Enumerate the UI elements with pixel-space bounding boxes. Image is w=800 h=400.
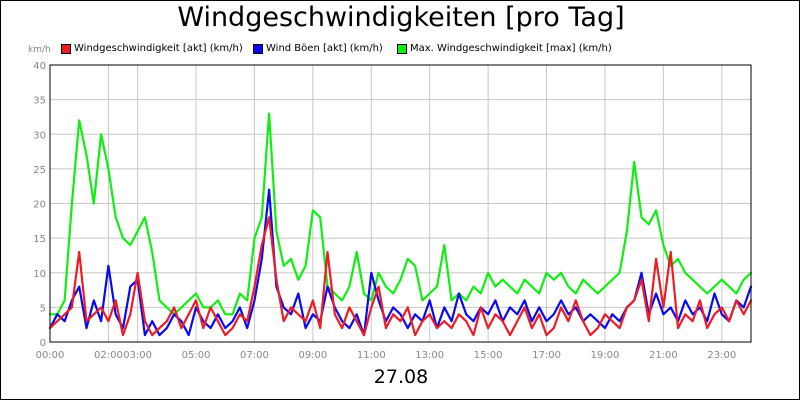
chart-title: Windgeschwindigkeiten [pro Tag]: [177, 2, 625, 33]
x-tick-label: 00:00: [36, 350, 65, 361]
y-tick-label: 15: [33, 234, 46, 245]
y-tick-label: 40: [33, 61, 46, 72]
legend-label-max-wind: Max. Windgeschwindigkeit [max] (km/h): [410, 43, 612, 54]
legend-swatch-red: [61, 43, 71, 54]
y-tick-label: 25: [33, 165, 46, 176]
x-tick-label: 02:00: [94, 350, 123, 361]
x-tick-label: 21:00: [649, 350, 678, 361]
x-tick-label: 11:00: [357, 350, 386, 361]
x-tick-label: 09:00: [298, 350, 327, 361]
y-tick-label: 0: [40, 338, 46, 349]
legend-item-gusts: Wind Böen [akt] (km/h): [253, 38, 383, 54]
y-tick-label: 20: [33, 200, 46, 211]
x-tick-label: 17:00: [532, 350, 561, 361]
x-tick-label: 05:00: [182, 350, 211, 361]
y-tick-label: 35: [33, 96, 46, 107]
y-tick-label: 30: [33, 130, 46, 141]
x-tick-label: 23:00: [707, 350, 736, 361]
series-line-max-wind: [48, 112, 753, 316]
x-tick-label: 19:00: [591, 350, 620, 361]
y-tick-label: 5: [40, 303, 46, 314]
x-tick-label: 07:00: [240, 350, 269, 361]
legend-label-wind-speed: Windgeschwindigkeit [akt] (km/h): [74, 43, 243, 54]
legend-item-wind-speed: Windgeschwindigkeit [akt] (km/h): [61, 38, 243, 54]
legend-swatch-green: [397, 43, 407, 54]
x-tick-label: 03:00: [123, 350, 152, 361]
legend-item-max-wind: Max. Windgeschwindigkeit [max] (km/h): [397, 38, 612, 54]
series-line-wind-speed: [48, 216, 753, 337]
legend-swatch-blue: [253, 43, 263, 54]
plot-border: [49, 64, 752, 343]
y-axis-unit: km/h: [28, 45, 51, 55]
x-tick-label: 13:00: [415, 350, 444, 361]
x-tick-label: 15:00: [474, 350, 503, 361]
date-label: 27.08: [373, 366, 429, 388]
y-tick-label: 10: [33, 269, 46, 280]
legend-label-gusts: Wind Böen [akt] (km/h): [266, 43, 383, 54]
